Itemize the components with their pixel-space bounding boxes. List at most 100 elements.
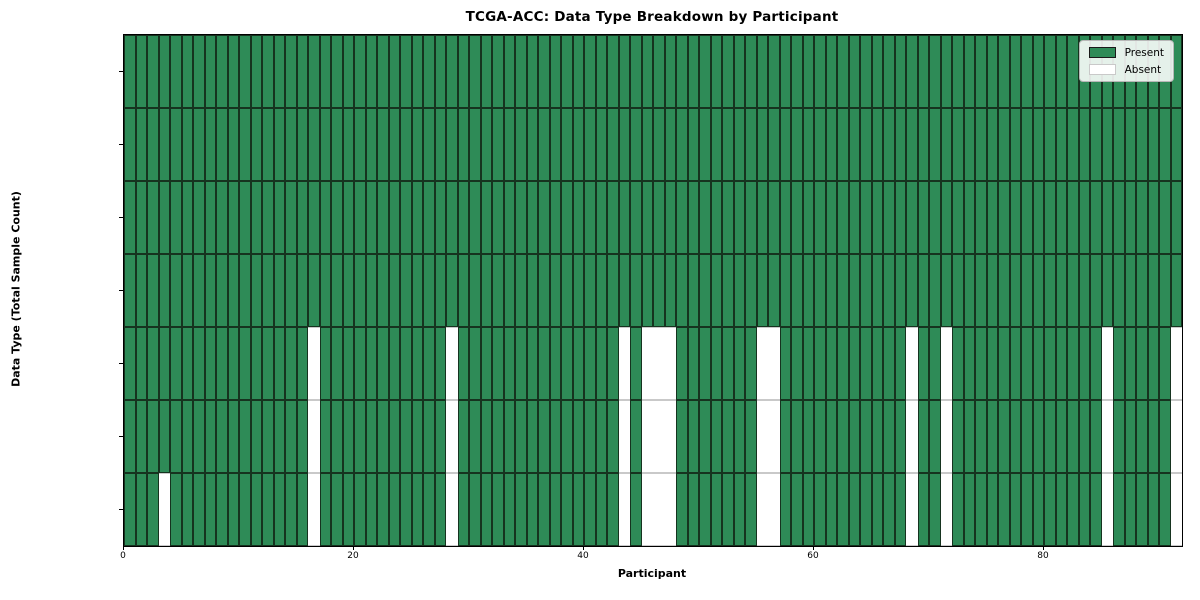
heatmap-cell: [664, 35, 676, 108]
y-tick: [119, 216, 123, 218]
heatmap-cell: [802, 473, 814, 546]
heatmap-cell: [526, 35, 538, 108]
heatmap-cell: [975, 181, 987, 254]
heatmap-cell: [216, 254, 228, 327]
heatmap-cell: [250, 108, 262, 181]
heatmap-cell: [894, 108, 906, 181]
heatmap-cell: [584, 400, 596, 473]
heatmap-cell: [331, 327, 343, 400]
heatmap-cell: [860, 327, 872, 400]
heatmap-cell: [515, 108, 527, 181]
heatmap-cell: [1032, 108, 1044, 181]
heatmap-cell: [894, 254, 906, 327]
heatmap-cell: [124, 108, 136, 181]
heatmap-cell: [733, 254, 745, 327]
heatmap-cell: [503, 254, 515, 327]
heatmap-cell: [998, 400, 1010, 473]
heatmap-cell: [584, 327, 596, 400]
heatmap-cell: [331, 254, 343, 327]
heatmap-cell: [814, 400, 826, 473]
heatmap-cell: [998, 181, 1010, 254]
heatmap-cell: [929, 35, 941, 108]
heatmap-cell: [239, 108, 251, 181]
heatmap-cell: [216, 473, 228, 546]
heatmap-cell: [791, 181, 803, 254]
heatmap-cell: [998, 327, 1010, 400]
heatmap-cell: [480, 35, 492, 108]
heatmap-cell: [710, 35, 722, 108]
heatmap-cell: [653, 327, 665, 400]
heatmap-cell: [814, 473, 826, 546]
heatmap-cell: [779, 473, 791, 546]
heatmap-cell: [664, 254, 676, 327]
heatmap-cell: [975, 473, 987, 546]
heatmap-cell: [480, 254, 492, 327]
heatmap-cell: [538, 108, 550, 181]
heatmap-cell: [492, 254, 504, 327]
heatmap-cell: [848, 254, 860, 327]
heatmap-cell: [687, 254, 699, 327]
heatmap-cell: [1021, 181, 1033, 254]
heatmap-cell: [745, 254, 757, 327]
y-tick: [119, 362, 123, 364]
heatmap-cell: [952, 473, 964, 546]
heatmap-cell: [768, 35, 780, 108]
heatmap-cell: [584, 254, 596, 327]
heatmap-cell: [423, 473, 435, 546]
heatmap-cell: [1159, 400, 1171, 473]
heatmap-cell: [1124, 400, 1136, 473]
heatmap-cell: [181, 254, 193, 327]
heatmap-cell: [1170, 181, 1182, 254]
heatmap-cell: [181, 400, 193, 473]
heatmap-cell: [250, 181, 262, 254]
heatmap-cell: [722, 35, 734, 108]
heatmap-cell: [676, 254, 688, 327]
heatmap-cell: [262, 35, 274, 108]
heatmap-cell: [365, 35, 377, 108]
heatmap-cell: [158, 108, 170, 181]
heatmap-cell: [285, 400, 297, 473]
heatmap-cell: [699, 181, 711, 254]
heatmap-cell: [193, 108, 205, 181]
heatmap-cell: [285, 35, 297, 108]
x-tick: [123, 546, 124, 550]
heatmap-cell: [273, 35, 285, 108]
heatmap-cell: [1021, 473, 1033, 546]
heatmap-cell: [170, 181, 182, 254]
heatmap-cell: [124, 181, 136, 254]
heatmap-cell: [641, 108, 653, 181]
heatmap-cell: [607, 181, 619, 254]
heatmap-cell: [595, 181, 607, 254]
heatmap-cell: [469, 473, 481, 546]
heatmap-cell: [940, 254, 952, 327]
heatmap-cell: [768, 327, 780, 400]
heatmap-cell: [158, 254, 170, 327]
heatmap-cell: [515, 181, 527, 254]
heatmap-cell: [469, 181, 481, 254]
heatmap-cell: [377, 327, 389, 400]
heatmap-cell: [273, 327, 285, 400]
heatmap-cell: [1044, 327, 1056, 400]
heatmap-cell: [607, 473, 619, 546]
heatmap-cell: [446, 400, 458, 473]
heatmap-cell: [1067, 327, 1079, 400]
heatmap-cell: [365, 108, 377, 181]
heatmap-cell: [1136, 108, 1148, 181]
heatmap-cell: [124, 400, 136, 473]
y-axis-label: Data Type (Total Sample Count): [9, 191, 23, 387]
heatmap-cell: [641, 35, 653, 108]
heatmap-cell: [1147, 108, 1159, 181]
heatmap-cell: [1147, 327, 1159, 400]
heatmap-cell: [607, 35, 619, 108]
heatmap-cell: [158, 181, 170, 254]
heatmap-cell: [906, 473, 918, 546]
heatmap-cell: [906, 327, 918, 400]
heatmap-cell: [1044, 473, 1056, 546]
heatmap-cell: [147, 254, 159, 327]
heatmap-cell: [722, 400, 734, 473]
heatmap-cell: [377, 35, 389, 108]
heatmap-cell: [883, 400, 895, 473]
heatmap-cell: [124, 473, 136, 546]
heatmap-cell: [526, 108, 538, 181]
heatmap-cell: [998, 108, 1010, 181]
